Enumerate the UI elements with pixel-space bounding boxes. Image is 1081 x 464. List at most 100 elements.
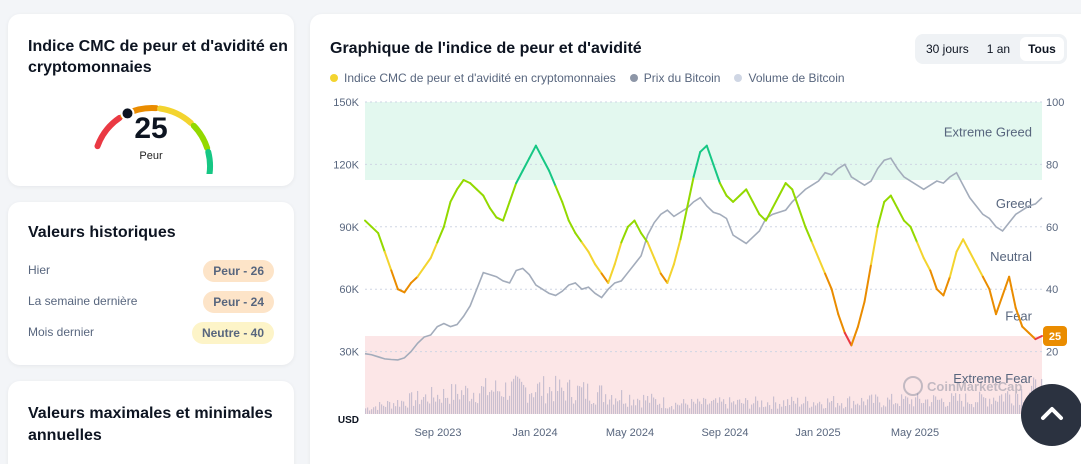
y-tick-label-left: 90K (339, 222, 359, 234)
volume-bar (379, 402, 381, 414)
index-segment (396, 288, 406, 294)
volume-bar (1021, 389, 1023, 414)
volume-bar (781, 406, 783, 414)
volume-bar (439, 399, 441, 414)
x-tick-label: Jan 2025 (795, 427, 840, 439)
fear-greed-chart[interactable]: 150K120K90K60K30KUSD10080604020FNGSep 20… (310, 14, 1081, 464)
historical-row-last-week: La semaine dernière Peur - 24 (28, 291, 274, 313)
volume-bar (389, 401, 391, 414)
volume-bar (483, 386, 485, 414)
index-segment (607, 263, 616, 284)
volume-bar (791, 396, 793, 414)
range-selector: 30 jours 1 an Tous (915, 34, 1067, 64)
volume-bar (565, 400, 567, 414)
volume-bar (873, 402, 875, 414)
volume-bar (393, 403, 395, 414)
volume-bar (669, 407, 671, 414)
volume-bar (419, 404, 421, 414)
coinmarketcap-logo-icon (903, 376, 923, 396)
yearly-minmax-card: Valeurs maximales et minimales annuelles (8, 381, 294, 464)
volume-bar (811, 406, 813, 414)
index-segment (699, 144, 708, 153)
historical-row-yesterday: Hier Peur - 26 (28, 260, 274, 282)
left-axis-unit: USD (338, 415, 359, 426)
volume-bar (825, 408, 827, 414)
index-segment (646, 241, 656, 259)
volume-bar (673, 409, 675, 414)
volume-bar (517, 376, 519, 414)
range-1-year-button[interactable]: 1 an (986, 42, 1011, 56)
volume-bar (475, 402, 477, 414)
volume-bar (913, 406, 915, 414)
volume-bar (845, 406, 847, 414)
index-segment (442, 200, 452, 228)
index-segment (778, 182, 787, 197)
gauge-value: 25 (134, 112, 168, 145)
volume-bar (835, 407, 837, 414)
index-segment (534, 144, 544, 160)
volume-bar (415, 400, 417, 414)
volume-bar (377, 409, 379, 414)
volume-bar (429, 403, 431, 414)
volume-bar (401, 400, 403, 414)
index-segment (955, 238, 965, 253)
volume-bar (823, 408, 825, 414)
minmax-title: Valeurs maximales et minimales annuelles (28, 405, 273, 444)
volume-bar (685, 403, 687, 414)
volume-bar (579, 386, 581, 414)
volume-bar (539, 382, 541, 414)
index-segment (994, 294, 1004, 316)
volume-bar (375, 406, 377, 414)
historical-row-label: Hier (28, 263, 51, 277)
y-tick-label-left: 30K (339, 347, 359, 359)
volume-bar (441, 402, 443, 414)
volume-bar (589, 400, 591, 414)
volume-bar (471, 398, 473, 414)
legend-dot-icon (330, 74, 338, 82)
index-segment (567, 219, 577, 235)
scroll-to-top-button[interactable] (1021, 384, 1081, 446)
volume-bar (881, 407, 883, 414)
volume-bar (863, 401, 865, 414)
range-30-days-button[interactable]: 30 jours (926, 42, 969, 56)
volume-bar (487, 395, 489, 414)
legend-item-price[interactable]: Prix du Bitcoin (629, 71, 720, 85)
index-segment (429, 241, 439, 259)
legend-item-volume[interactable]: Volume de Bitcoin (734, 71, 845, 85)
volume-bar (841, 403, 843, 414)
volume-bar (455, 384, 457, 414)
current-value-text: 25 (1049, 331, 1061, 343)
gauge-segment (205, 148, 213, 174)
volume-bar (1015, 393, 1017, 414)
volume-bar (957, 400, 959, 414)
volume-bar (515, 375, 517, 414)
volume-bar (831, 401, 833, 414)
y-tick-label-right: 80 (1046, 159, 1058, 171)
volume-bar (939, 399, 941, 414)
volume-bar (603, 402, 605, 414)
legend-item-index[interactable]: Indice CMC de peur et d'avidité en crypt… (330, 71, 616, 85)
volume-bar (721, 401, 723, 414)
volume-bar (947, 405, 949, 414)
fear-greed-gauge-card: Indice CMC de peur et d'avidité en crypt… (8, 14, 294, 186)
volume-bar (795, 403, 797, 414)
index-segment (377, 232, 386, 253)
index-segment (804, 225, 813, 244)
volume-bar (765, 406, 767, 414)
volume-bar (409, 393, 411, 414)
range-all-button[interactable]: Tous (1020, 37, 1064, 61)
volume-bar (705, 398, 707, 414)
volume-bar (681, 403, 683, 414)
index-segment (948, 250, 958, 278)
volume-bar (713, 399, 715, 414)
volume-bar (527, 402, 529, 414)
volume-bar (621, 390, 623, 414)
volume-bar (1011, 403, 1013, 414)
legend-label: Indice CMC de peur et d'avidité en crypt… (344, 71, 616, 85)
volume-bar (423, 397, 425, 414)
volume-bar (941, 398, 943, 414)
volume-bar (801, 404, 803, 414)
index-segment (791, 188, 800, 210)
volume-bar (961, 400, 963, 414)
volume-bar (1003, 401, 1005, 414)
